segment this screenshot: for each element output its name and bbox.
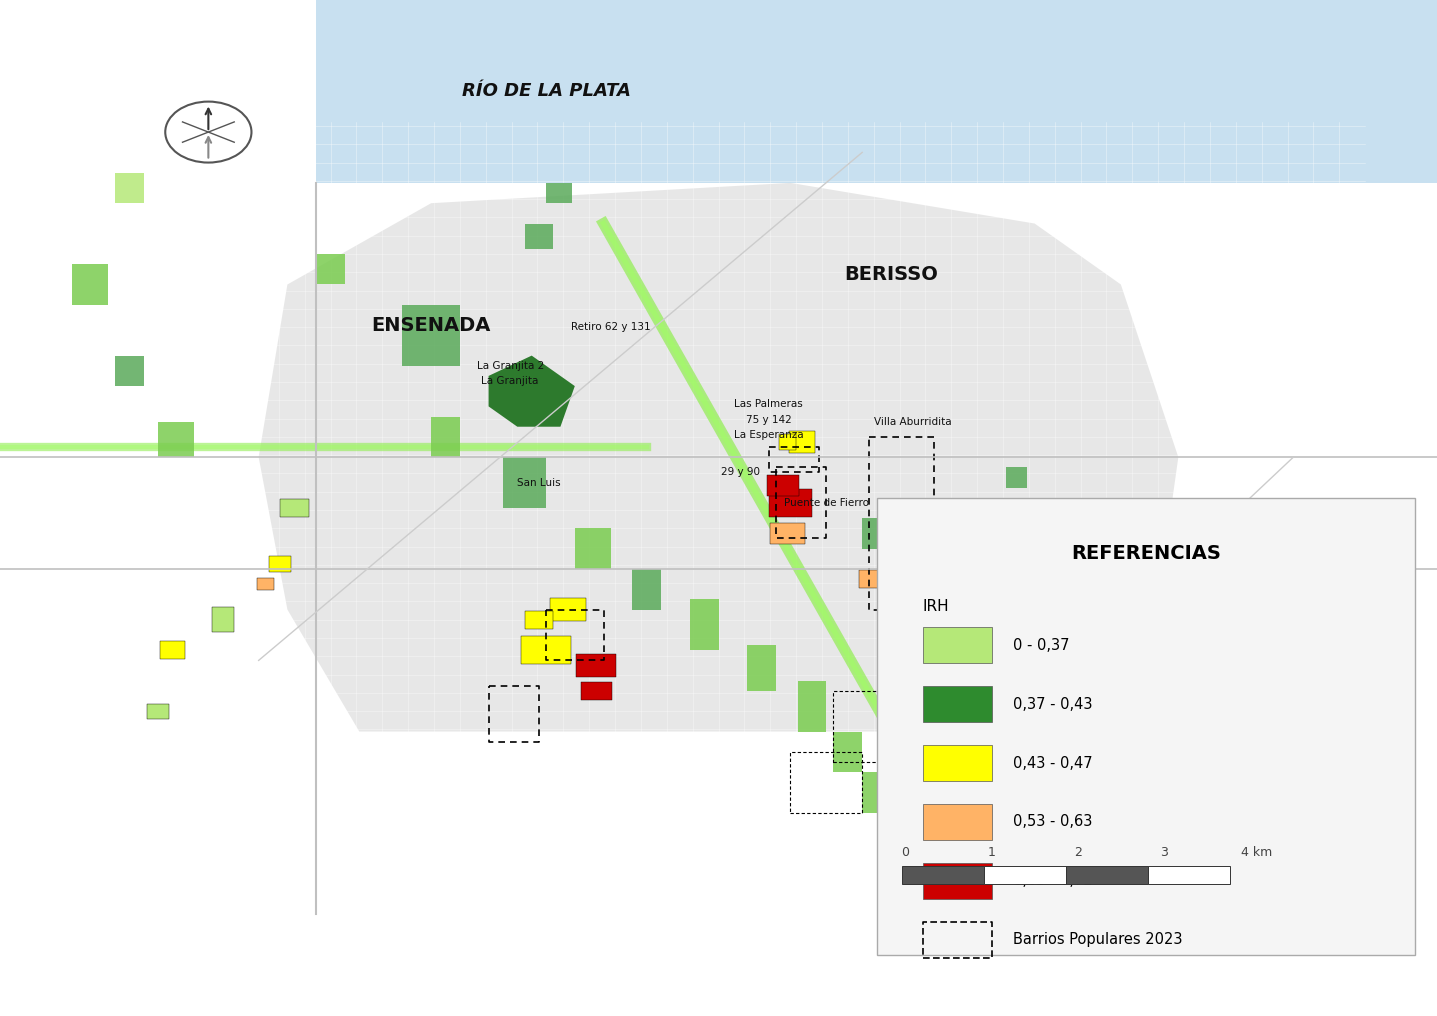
Bar	[923, 686, 992, 722]
Bar	[213, 607, 233, 632]
Bar	[148, 703, 170, 719]
Text: 4 km: 4 km	[1229, 845, 1272, 859]
Bar	[550, 598, 586, 621]
Bar	[115, 173, 144, 203]
Text: 0,53 - 0,63: 0,53 - 0,63	[1013, 815, 1092, 829]
Bar	[923, 804, 992, 840]
Bar	[881, 539, 907, 558]
Text: La Esperanza: La Esperanza	[734, 430, 803, 440]
Bar	[522, 636, 572, 664]
Bar	[902, 866, 984, 884]
Bar	[923, 627, 992, 663]
Bar	[887, 512, 918, 534]
Text: REFERENCIAS: REFERENCIAS	[1071, 544, 1221, 563]
Bar	[923, 863, 992, 899]
Polygon shape	[259, 183, 1178, 732]
Text: La Granjita 2: La Granjita 2	[477, 361, 543, 371]
Bar	[270, 557, 290, 571]
Text: RÍO DE LA PLATA: RÍO DE LA PLATA	[461, 82, 631, 101]
Bar	[862, 518, 891, 549]
Text: 0 - 0,37: 0 - 0,37	[1013, 638, 1069, 652]
FancyBboxPatch shape	[877, 498, 1415, 955]
Text: 1: 1	[987, 845, 996, 859]
Text: Retiro 62 y 131: Retiro 62 y 131	[570, 322, 651, 332]
Bar	[798, 681, 826, 732]
Text: 75 y 142: 75 y 142	[746, 415, 792, 425]
Text: San Luis: San Luis	[517, 478, 560, 488]
Text: Las Palmeras: Las Palmeras	[734, 399, 803, 409]
Bar	[767, 475, 799, 496]
Text: Barrios Populares 2023: Barrios Populares 2023	[1013, 933, 1183, 947]
Bar	[859, 570, 895, 588]
Text: 29 y 90: 29 y 90	[720, 467, 760, 478]
Text: 0,63 - 0,72: 0,63 - 0,72	[1013, 874, 1092, 888]
Bar	[158, 422, 194, 457]
Bar	[280, 499, 309, 517]
Bar	[1148, 866, 1230, 884]
Bar	[833, 732, 862, 772]
Bar	[934, 544, 963, 569]
Text: 0,43 - 0,47: 0,43 - 0,47	[1013, 756, 1092, 770]
Text: La Granjita: La Granjita	[481, 376, 539, 386]
Bar	[770, 523, 806, 544]
Bar	[984, 866, 1066, 884]
Text: 0,37 - 0,43: 0,37 - 0,43	[1013, 697, 1092, 711]
Text: ENSENADA: ENSENADA	[371, 316, 491, 334]
Bar	[72, 264, 108, 305]
Bar	[575, 528, 611, 569]
Polygon shape	[489, 356, 575, 427]
Text: IRH: IRH	[923, 599, 950, 615]
Bar	[402, 305, 460, 366]
Text: 0: 0	[901, 845, 910, 859]
Text: BERISSO: BERISSO	[844, 265, 938, 283]
Bar	[525, 224, 553, 249]
Bar	[862, 772, 884, 813]
Bar	[576, 654, 616, 677]
Bar	[690, 599, 718, 650]
Text: 2: 2	[1073, 845, 1082, 859]
Bar	[632, 569, 661, 610]
Bar	[977, 503, 1003, 528]
Bar	[115, 356, 144, 386]
Bar	[546, 183, 572, 203]
Bar	[789, 431, 815, 453]
Bar	[160, 641, 185, 659]
Bar	[257, 578, 274, 590]
Bar	[779, 435, 796, 449]
Bar	[891, 503, 912, 528]
Text: 3: 3	[1160, 845, 1168, 859]
Text: Puente de Fierro: Puente de Fierro	[783, 498, 869, 508]
Bar	[525, 611, 553, 629]
Bar	[1066, 866, 1148, 884]
Bar	[769, 489, 812, 517]
Text: Villa Aburridita: Villa Aburridita	[874, 417, 951, 427]
Polygon shape	[316, 0, 1437, 183]
Bar	[503, 457, 546, 508]
Bar	[923, 745, 992, 781]
Bar	[431, 417, 460, 457]
Bar	[581, 682, 612, 700]
Bar	[316, 254, 345, 284]
Bar	[747, 645, 776, 691]
Bar	[1006, 467, 1027, 488]
